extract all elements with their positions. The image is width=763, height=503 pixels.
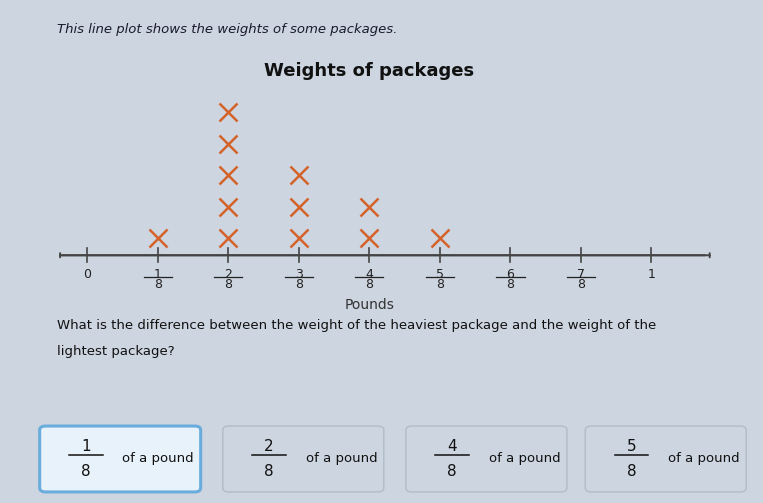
Text: 1: 1 xyxy=(81,439,91,454)
Text: of a pound: of a pound xyxy=(305,453,377,465)
Text: 2: 2 xyxy=(224,269,232,282)
Text: 8: 8 xyxy=(626,464,636,479)
Text: 8: 8 xyxy=(81,464,91,479)
Text: 8: 8 xyxy=(264,464,274,479)
Text: 1: 1 xyxy=(154,269,162,282)
Text: 2: 2 xyxy=(264,439,274,454)
Text: 0: 0 xyxy=(83,269,92,282)
Text: 8: 8 xyxy=(224,278,232,291)
Text: 1: 1 xyxy=(648,269,655,282)
Text: of a pound: of a pound xyxy=(668,453,739,465)
Text: 4: 4 xyxy=(365,269,373,282)
Text: lightest package?: lightest package? xyxy=(57,345,175,358)
Text: of a pound: of a pound xyxy=(489,453,560,465)
Text: This line plot shows the weights of some packages.: This line plot shows the weights of some… xyxy=(57,23,398,36)
Text: 7: 7 xyxy=(577,269,585,282)
Text: 8: 8 xyxy=(577,278,585,291)
Text: 8: 8 xyxy=(154,278,162,291)
Text: 5: 5 xyxy=(436,269,444,282)
Text: What is the difference between the weight of the heaviest package and the weight: What is the difference between the weigh… xyxy=(57,319,656,332)
Text: 8: 8 xyxy=(507,278,514,291)
Text: 6: 6 xyxy=(507,269,514,282)
Text: of a pound: of a pound xyxy=(122,453,194,465)
Text: Pounds: Pounds xyxy=(344,298,394,312)
Text: 8: 8 xyxy=(365,278,373,291)
Text: 5: 5 xyxy=(626,439,636,454)
Text: 8: 8 xyxy=(436,278,444,291)
Text: Weights of packages: Weights of packages xyxy=(264,62,475,80)
Text: 8: 8 xyxy=(447,464,457,479)
Text: 8: 8 xyxy=(295,278,303,291)
Text: 3: 3 xyxy=(295,269,303,282)
Text: 4: 4 xyxy=(447,439,457,454)
